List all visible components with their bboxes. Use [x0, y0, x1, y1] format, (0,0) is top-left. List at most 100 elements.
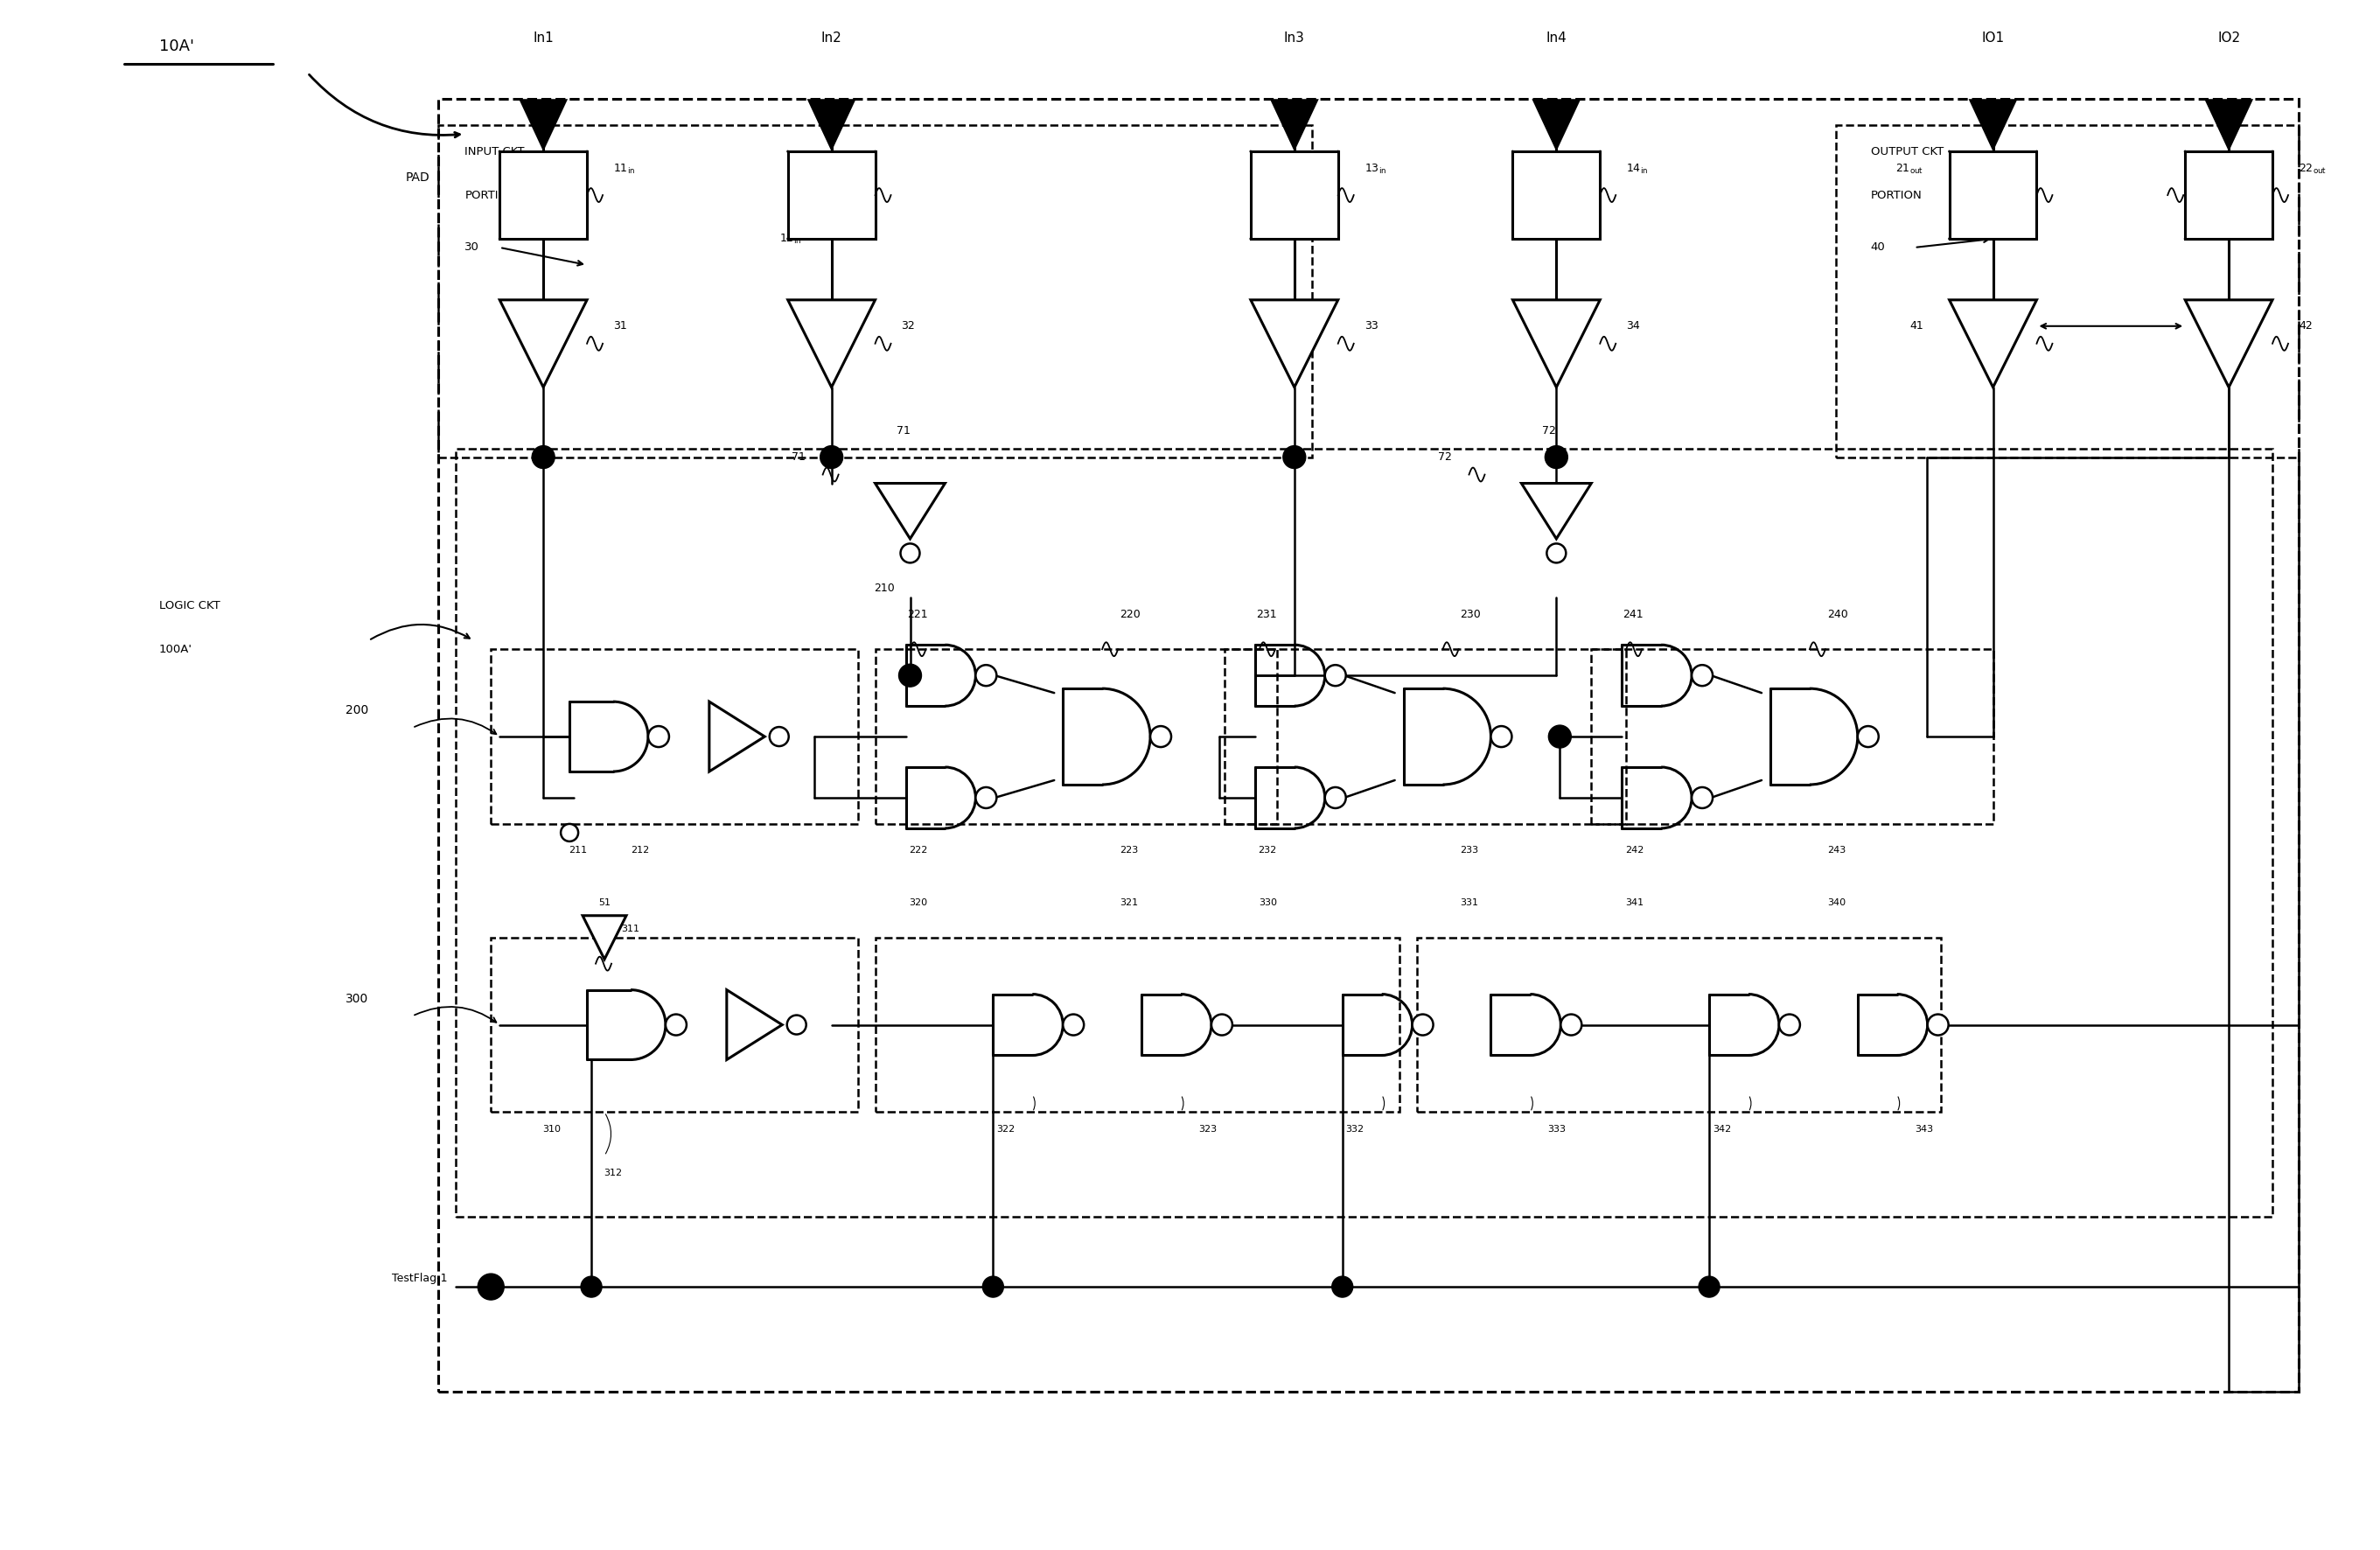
Text: 32: 32	[902, 321, 916, 332]
Text: OUTPUT CKT: OUTPUT CKT	[1871, 146, 1944, 157]
Text: 13$_{\mathregular{in}}$: 13$_{\mathregular{in}}$	[1364, 163, 1385, 175]
Polygon shape	[726, 990, 783, 1060]
Text: IO2: IO2	[2218, 31, 2240, 45]
Text: 333: 333	[1547, 1125, 1566, 1135]
Circle shape	[1150, 725, 1171, 747]
Polygon shape	[519, 99, 569, 152]
Text: 71: 71	[897, 425, 909, 437]
Circle shape	[821, 446, 843, 468]
Text: 320: 320	[909, 897, 928, 907]
Bar	[876, 938, 1399, 1111]
Text: 233: 233	[1461, 846, 1478, 854]
Text: 312: 312	[605, 1169, 624, 1178]
Text: 72: 72	[1438, 451, 1452, 463]
Circle shape	[478, 1274, 505, 1300]
Text: 31: 31	[614, 321, 626, 332]
Circle shape	[666, 1014, 685, 1035]
Text: 72: 72	[1542, 425, 1557, 437]
Text: 340: 340	[1828, 897, 1844, 907]
Text: 10A': 10A'	[159, 39, 195, 54]
Circle shape	[533, 446, 555, 468]
Circle shape	[647, 725, 669, 747]
Text: 14$_{\mathregular{in}}$: 14$_{\mathregular{in}}$	[1626, 163, 1649, 175]
Circle shape	[1411, 1014, 1433, 1035]
Bar	[788, 152, 876, 239]
Bar	[876, 649, 1278, 825]
Text: 34: 34	[1626, 321, 1640, 332]
Text: 30: 30	[464, 242, 478, 253]
Text: In4: In4	[1547, 31, 1566, 45]
Circle shape	[983, 1276, 1004, 1297]
Text: 33: 33	[1364, 321, 1378, 332]
Polygon shape	[500, 299, 588, 388]
Text: 331: 331	[1461, 897, 1478, 907]
Text: 221: 221	[907, 609, 928, 620]
Polygon shape	[1533, 99, 1580, 152]
Text: PAD: PAD	[405, 172, 431, 184]
Text: 332: 332	[1345, 1125, 1364, 1135]
Text: 220: 220	[1119, 609, 1140, 620]
Bar	[438, 126, 1311, 457]
Text: PORTION: PORTION	[1871, 189, 1923, 202]
Circle shape	[581, 1276, 602, 1297]
Polygon shape	[788, 299, 876, 388]
Text: 341: 341	[1626, 897, 1645, 907]
Bar	[490, 938, 857, 1111]
Bar	[438, 99, 2299, 1392]
Polygon shape	[1252, 299, 1338, 388]
Circle shape	[1326, 787, 1345, 808]
Circle shape	[1211, 1014, 1233, 1035]
Bar	[500, 152, 588, 239]
Text: 330: 330	[1259, 897, 1278, 907]
Polygon shape	[1949, 299, 2037, 388]
Circle shape	[1283, 446, 1307, 468]
Text: 230: 230	[1461, 609, 1480, 620]
Text: INPUT CKT: INPUT CKT	[464, 146, 524, 157]
Text: 343: 343	[1914, 1125, 1933, 1135]
Polygon shape	[1968, 99, 2018, 152]
Text: LOGIC CKT: LOGIC CKT	[159, 600, 219, 611]
Text: 322: 322	[997, 1125, 1014, 1135]
Circle shape	[900, 663, 921, 687]
Text: 210: 210	[873, 583, 895, 594]
Text: 22$_{\mathregular{out}}$: 22$_{\mathregular{out}}$	[2299, 163, 2328, 175]
Text: 242: 242	[1626, 846, 1645, 854]
Text: 11$_{\mathregular{in}}$: 11$_{\mathregular{in}}$	[614, 163, 635, 175]
Text: 41: 41	[1909, 321, 1923, 332]
Circle shape	[976, 665, 997, 687]
Text: 323: 323	[1197, 1125, 1216, 1135]
Text: PORTION: PORTION	[464, 189, 516, 202]
Circle shape	[1561, 1014, 1583, 1035]
Circle shape	[1333, 1276, 1352, 1297]
Circle shape	[1692, 787, 1714, 808]
Bar	[490, 649, 857, 825]
Text: 310: 310	[543, 1125, 562, 1135]
Text: 12$_{\mathregular{in}}$: 12$_{\mathregular{in}}$	[778, 232, 802, 245]
Circle shape	[1778, 1014, 1799, 1035]
Text: In1: In1	[533, 31, 555, 45]
Bar	[2185, 152, 2273, 239]
Circle shape	[562, 825, 578, 842]
Polygon shape	[2185, 299, 2273, 388]
Polygon shape	[2204, 99, 2254, 152]
Text: 300: 300	[345, 992, 369, 1004]
Bar	[1416, 938, 1940, 1111]
Text: In2: In2	[821, 31, 843, 45]
Circle shape	[1064, 1014, 1083, 1035]
Text: 222: 222	[909, 846, 928, 854]
Polygon shape	[807, 99, 857, 152]
Circle shape	[769, 727, 788, 746]
Text: 321: 321	[1119, 897, 1138, 907]
Text: 40: 40	[1871, 242, 1885, 253]
Circle shape	[1928, 1014, 1949, 1035]
Polygon shape	[1271, 99, 1319, 152]
Text: 212: 212	[631, 846, 650, 854]
Bar	[1949, 152, 2037, 239]
Polygon shape	[1514, 299, 1599, 388]
Text: TestFlag-1: TestFlag-1	[393, 1273, 447, 1283]
Text: 42: 42	[2299, 321, 2313, 332]
Circle shape	[900, 544, 919, 563]
Circle shape	[1545, 446, 1568, 468]
Bar	[1592, 649, 1992, 825]
Text: 100A': 100A'	[159, 643, 193, 656]
